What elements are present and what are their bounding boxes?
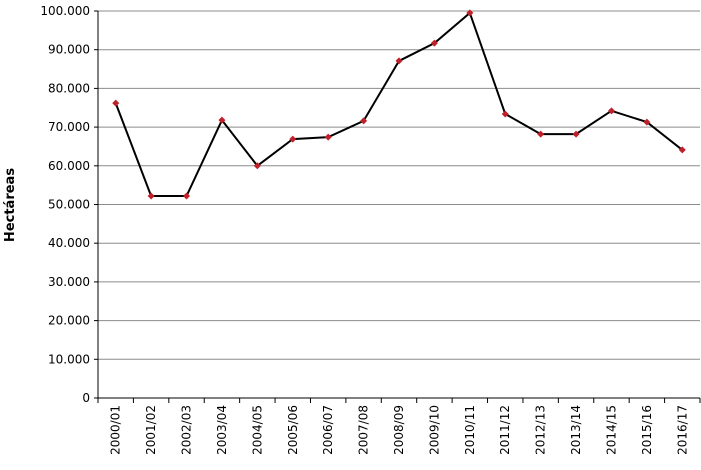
marker [430,39,438,47]
y-tick-label: 20.000 [48,314,90,328]
x-tick-label: 2009/10 [427,405,441,455]
y-tick-label: 0 [82,391,90,405]
x-tick-label: 2005/06 [286,405,300,455]
x-tick-label: 2007/08 [357,405,371,455]
y-tick-label: 50.000 [48,198,90,212]
marker [218,116,226,124]
marker [289,135,297,143]
x-tick-label: 2010/11 [463,405,477,455]
marker [537,130,545,138]
line [114,11,683,197]
marker [643,118,651,126]
x-tick-label: 2016/17 [675,405,689,455]
marker [112,99,120,107]
x-tick-label: 2012/13 [534,405,548,455]
marker [183,192,191,200]
x-tick-label: 2015/16 [640,405,654,455]
x-tick-label: 2008/09 [392,405,406,455]
x-tick-label: 2011/12 [498,405,512,455]
marker [324,133,332,141]
y-tick-label: 40.000 [48,236,90,250]
marker [466,9,474,17]
y-tick-label: 10.000 [48,352,90,366]
x-tick-label: 2013/14 [569,405,583,455]
marker [607,107,615,115]
y-tick-label: 60.000 [48,159,90,173]
x-tick-label: 2001/02 [144,405,158,455]
x-tick-label: 2003/04 [215,405,229,455]
y-tick-label: 100.000 [40,4,90,18]
marker [147,192,155,200]
x-tick-label: 2002/03 [180,405,194,455]
marker [395,57,403,65]
y-tick-label: 30.000 [48,275,90,289]
y-tick-label: 70.000 [48,120,90,134]
y-axis-label: Hectáreas [3,168,18,242]
y-tick-label: 90.000 [48,43,90,57]
x-tick-label: 2000/01 [109,405,123,455]
marker [678,146,686,154]
x-tick-label: 2006/07 [321,405,335,455]
y-tick-label: 80.000 [48,81,90,95]
marker [253,162,261,170]
marker [572,130,580,138]
x-tick-label: 2014/15 [604,405,618,455]
marker [501,110,509,118]
x-tick-label: 2004/05 [250,405,264,455]
marker [360,117,368,125]
